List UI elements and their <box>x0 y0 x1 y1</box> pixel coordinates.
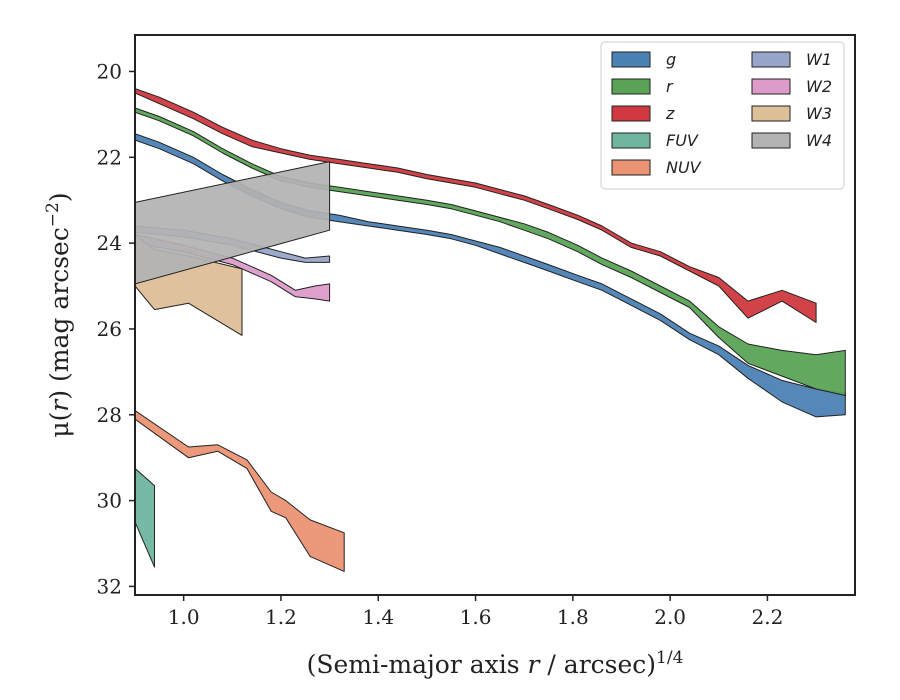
y-tick-label: 22 <box>97 145 122 169</box>
legend-label-w1: W1 <box>806 50 832 69</box>
legend-swatch-w3 <box>751 105 791 122</box>
legend-label-z: z <box>665 104 675 123</box>
legend-swatch-r <box>611 78 651 95</box>
x-tick-label: 2.2 <box>752 605 784 629</box>
x-tick-label: 2.0 <box>654 605 686 629</box>
y-tick-label: 30 <box>97 489 122 513</box>
legend-swatch-w4 <box>751 132 791 149</box>
legend-swatch-nuv <box>611 159 651 176</box>
plot-frame <box>134 34 856 596</box>
y-tick-label: 20 <box>97 59 122 83</box>
legend: grz FUV NUV W1 W2 W3 W4 <box>600 41 845 190</box>
band-z <box>135 88 817 323</box>
legend-label-fuv: FUV <box>666 131 699 150</box>
legend-swatch-fuv <box>611 132 651 149</box>
legend-label-nuv: NUV <box>666 158 702 177</box>
y-tick-label: 24 <box>97 231 122 255</box>
legend-swatch-g <box>611 51 651 68</box>
legend-label-r: r <box>666 77 674 96</box>
x-tick-label: 1.6 <box>460 605 492 629</box>
legend-swatch-z <box>611 105 651 122</box>
band-r <box>135 107 846 396</box>
legend-swatch-w2 <box>751 78 791 95</box>
x-axis: 1.0 1.2 1.4 1.6 1.8 2.0 2.2 <box>168 595 784 629</box>
legend-swatch-w1 <box>751 51 791 68</box>
band-fuv <box>135 467 155 568</box>
y-tick-label: 32 <box>97 574 122 598</box>
band-g <box>135 133 846 418</box>
x-tick-label: 1.0 <box>168 605 200 629</box>
band-nuv <box>135 410 345 572</box>
x-tick-label: 1.2 <box>265 605 297 629</box>
legend-label-g: g <box>666 50 676 69</box>
legend-label-w3: W3 <box>806 104 832 123</box>
legend-label-w4: W4 <box>806 131 832 150</box>
profile-bands <box>135 88 846 572</box>
x-axis-label: (Semi-major axis r / arcsec)1/4 <box>307 648 684 679</box>
y-axis-label: μ(r) (mag arcsec−2) <box>43 192 74 437</box>
y-axis: 20 22 24 26 28 30 32 <box>97 59 135 598</box>
y-tick-label: 28 <box>97 403 122 427</box>
legend-label-w2: W2 <box>806 77 832 96</box>
y-tick-label: 26 <box>97 317 122 341</box>
x-tick-label: 1.4 <box>362 605 394 629</box>
x-tick-label: 1.8 <box>557 605 589 629</box>
band-w4 <box>135 161 331 285</box>
